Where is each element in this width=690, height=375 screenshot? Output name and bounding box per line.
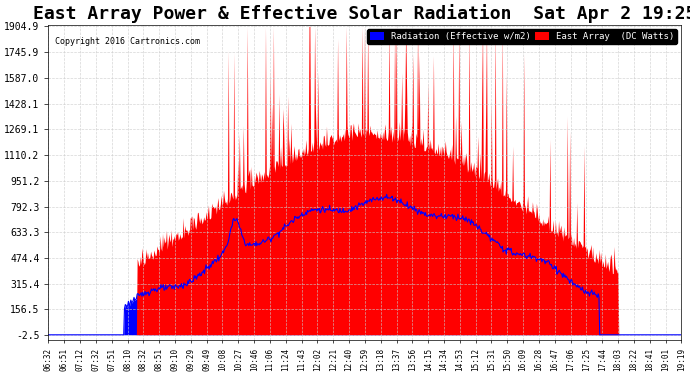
Text: Copyright 2016 Cartronics.com: Copyright 2016 Cartronics.com [55,38,200,46]
Legend: Radiation (Effective w/m2), East Array  (DC Watts): Radiation (Effective w/m2), East Array (… [367,29,677,44]
Title: East Array Power & Effective Solar Radiation  Sat Apr 2 19:25: East Array Power & Effective Solar Radia… [33,4,690,23]
